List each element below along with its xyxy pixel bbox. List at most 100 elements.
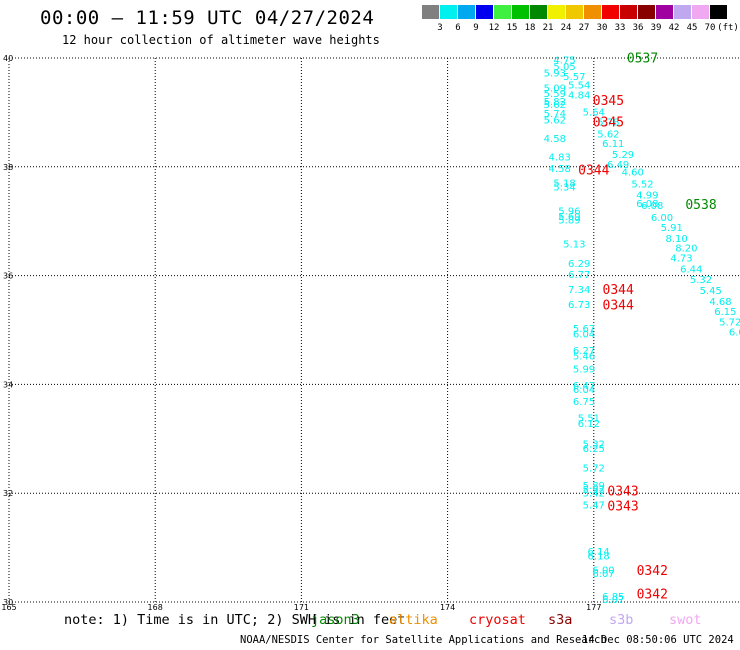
satellite-legend-s3a: s3a: [548, 612, 573, 628]
swh-value: 6.07: [602, 595, 624, 606]
swh-value: 4.68: [709, 297, 731, 308]
legend-swatch: [710, 5, 727, 19]
satellite-legend-jason3: jason3: [311, 612, 360, 628]
legend-swatch: [674, 5, 691, 19]
swh-value: 5.32: [583, 440, 605, 451]
lat-tick-label: 34: [3, 380, 13, 389]
satellite-legend-swot: swot: [669, 612, 702, 628]
map-title: 00:00 – 11:59 UTC 04/27/2024: [40, 7, 375, 29]
lon-tick-label: 171: [294, 603, 309, 612]
swh-value: 6.73: [568, 300, 590, 311]
lat-tick-label: 40: [3, 54, 13, 63]
legend-swatch: [656, 5, 673, 19]
swh-value: 6.04: [573, 330, 595, 341]
pass-time: 0343: [607, 484, 638, 499]
swh-value: 6.08: [641, 201, 663, 212]
swh-value: 8.10: [666, 234, 688, 245]
swh-value: 6.27: [573, 346, 595, 357]
swh-value: 5.62: [544, 115, 566, 126]
swh-value: 4.58: [544, 134, 566, 145]
legend-label: 3: [437, 23, 443, 33]
swh-value: 6.14: [588, 547, 610, 558]
swh-value: 6.85: [602, 592, 624, 603]
legend-swatch: [422, 5, 439, 19]
pass-time: 0344: [578, 163, 609, 178]
swh-value: 5.34: [553, 183, 575, 194]
legend-label: 42: [668, 23, 680, 33]
swh-value: 8.20: [675, 244, 697, 255]
lat-lon-grid: [8, 57, 740, 603]
swh-value: 6.44: [680, 264, 702, 275]
swh-value: 6.29: [568, 259, 590, 270]
swh-value: 5.89: [583, 481, 605, 492]
swh-value: 6.11: [602, 139, 624, 150]
swh-value: 5.99: [573, 364, 595, 375]
legend-label: 30: [596, 23, 608, 33]
swh-value: 6.04: [573, 385, 595, 396]
swh-value: 5.69: [558, 212, 580, 223]
swh-value: 5.74: [544, 109, 566, 120]
swh-value: 4.60: [622, 168, 644, 179]
swh-value: 5.64: [583, 108, 605, 119]
swh-value: 6.47: [573, 381, 595, 392]
legend-label: 33: [614, 23, 626, 33]
swh-value: 6.08: [636, 199, 658, 210]
swh-value: 5.51: [578, 413, 600, 424]
legend-label: 27: [578, 23, 590, 33]
swh-value: 6.00: [592, 566, 614, 577]
legend-swatch: [620, 5, 637, 19]
satellite-legend-s3b: s3b: [609, 612, 634, 628]
swh-value: 5.46: [573, 351, 595, 362]
legend-label: (ft): [717, 23, 739, 33]
swh-value: 5.72: [719, 318, 740, 329]
swh-value: 5.82: [544, 97, 566, 108]
swh-value: 6.00: [651, 213, 673, 224]
footer-credit: NOAA/NESDIS Center for Satellite Applica…: [240, 634, 607, 646]
swh-value: 5.93: [544, 68, 566, 79]
legend-swatch: [458, 5, 475, 19]
legend-label: 45: [686, 23, 698, 33]
pass-time: 0345: [593, 94, 624, 109]
swh-value: 5.45: [700, 286, 722, 297]
swh-value: 4.73: [670, 253, 692, 264]
legend-swatch: [584, 5, 601, 19]
swh-value: 5.62: [544, 100, 566, 111]
swh-value: 7.34: [568, 285, 590, 296]
pass-time: 0343: [607, 500, 638, 515]
legend-swatch: [566, 5, 583, 19]
pass-time: 0538: [685, 198, 716, 213]
legend-swatch: [512, 5, 529, 19]
swh-value: 5.92: [583, 485, 605, 496]
swh-value: 4.99: [636, 190, 658, 201]
swh-value: 5.18: [553, 178, 575, 189]
pass-time: 0537: [627, 51, 658, 66]
lat-tick-label: 30: [3, 598, 13, 607]
swh-value: 5.09: [544, 84, 566, 95]
satellite-legend-cryosat: cryosat: [469, 612, 526, 628]
swh-value: 5.05: [553, 62, 575, 73]
legend-label: 36: [632, 23, 644, 33]
legend-label: 9: [473, 23, 479, 33]
pass-time: 0344: [603, 283, 634, 298]
swh-value: 5.13: [563, 239, 585, 250]
legend-label: 21: [542, 23, 554, 33]
swh-value: 4.75: [553, 55, 575, 66]
lon-tick-label: 168: [148, 603, 163, 612]
swh-value: 5.67: [573, 324, 595, 335]
legend-swatch: [602, 5, 619, 19]
swh-value: 5.54: [568, 80, 590, 91]
units-note: note: 1) Time is in UTC; 2) SWH is in fe…: [64, 612, 406, 628]
lon-tick-label: 165: [1, 603, 16, 612]
swh-value: 5.57: [563, 72, 585, 83]
swh-value: 6.07: [729, 327, 740, 338]
legend-swatch: [440, 5, 457, 19]
lon-tick-label: 177: [586, 603, 601, 612]
swh-value: 5.78: [597, 117, 619, 128]
swh-value: 5.62: [597, 129, 619, 140]
lat-tick-label: 36: [3, 272, 13, 281]
swh-value: 6.49: [607, 160, 629, 171]
swh-values: 4.755.055.935.575.545.095.59 4.845.825.62…: [544, 55, 740, 606]
swh-value: 6.07: [592, 569, 614, 580]
swh-value: 5.89: [558, 215, 580, 226]
